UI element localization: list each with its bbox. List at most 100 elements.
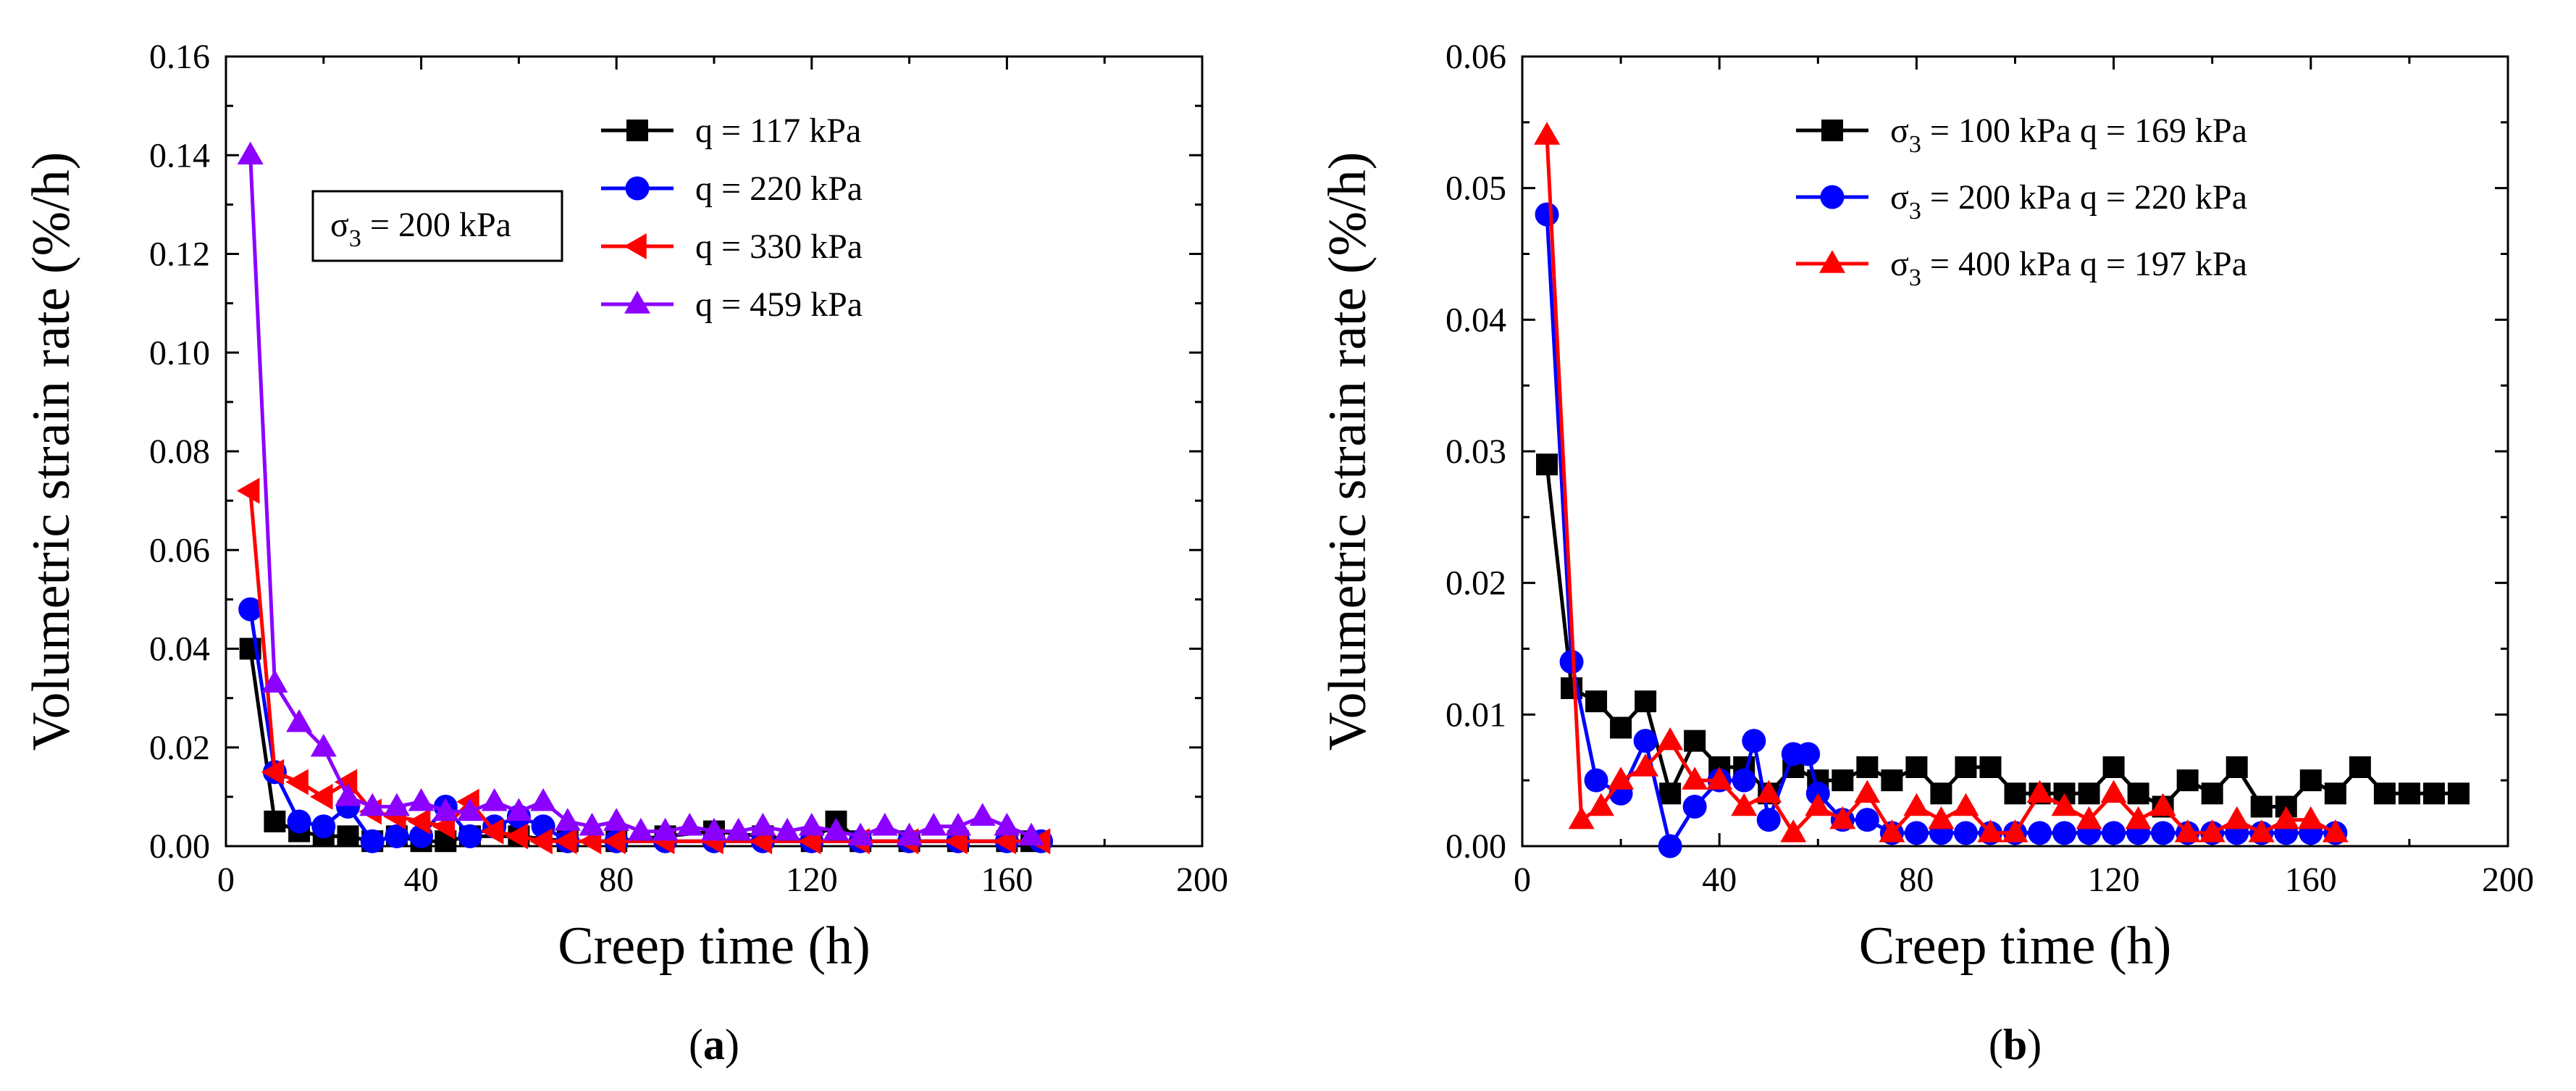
data-point	[2373, 782, 2396, 805]
legend-label-text: = 200 kPa q = 220 kPa	[1921, 178, 2247, 217]
data-point	[1955, 756, 1977, 778]
series-4	[237, 141, 1045, 846]
data-point	[311, 814, 336, 839]
legend-label: σ3 = 200 kPa q = 220 kPa	[1890, 178, 2247, 225]
data-point	[2052, 821, 2077, 845]
data-point	[2102, 756, 2125, 778]
data-point	[1534, 122, 1561, 145]
data-point	[1755, 779, 1782, 803]
x-tick-label: 80	[1899, 861, 1934, 899]
data-point	[2174, 819, 2201, 843]
data-point	[261, 669, 288, 693]
annotation-subscript: 3	[349, 225, 361, 252]
data-point	[310, 734, 337, 757]
data-point	[408, 787, 435, 811]
data-point	[701, 817, 727, 841]
data-point	[1854, 779, 1881, 803]
data-point	[2324, 782, 2346, 805]
data-point	[603, 808, 630, 831]
data-point	[1610, 716, 1632, 739]
data-point	[1536, 453, 1558, 476]
data-point	[2322, 819, 2349, 843]
data-point	[1732, 768, 1756, 793]
data-point	[264, 810, 286, 832]
data-point	[750, 813, 776, 836]
data-point	[798, 813, 825, 836]
panel-label-close: )	[725, 1021, 739, 1069]
data-point	[1659, 782, 1682, 805]
data-point	[261, 758, 285, 785]
y-tick-label: 0.04	[1446, 301, 1506, 339]
data-point	[529, 828, 553, 855]
y-axis-title: Volumetric strain rate (%/h)	[1318, 152, 1377, 751]
data-point	[969, 803, 996, 826]
data-point	[2447, 782, 2470, 805]
data-point	[554, 828, 577, 855]
series-line	[1545, 464, 2459, 808]
x-tick-label: 0	[1514, 861, 1531, 899]
y-tick-label: 0.02	[149, 729, 210, 767]
annotation-text: σ3 = 200 kPa	[330, 206, 511, 252]
data-point	[2002, 819, 2029, 843]
data-point	[432, 798, 459, 822]
data-point	[1535, 202, 1559, 227]
data-point	[287, 809, 311, 834]
data-point	[1684, 730, 1706, 752]
data-point	[360, 829, 385, 853]
data-point	[2028, 821, 2052, 845]
legend-marker	[626, 120, 648, 141]
x-tick-label: 120	[2088, 861, 2140, 899]
legend-label-symbol: σ	[1890, 178, 1909, 217]
data-point	[2248, 819, 2275, 843]
data-point	[725, 817, 752, 841]
data-point	[554, 808, 581, 831]
data-point	[286, 708, 313, 732]
annotation-box	[311, 190, 563, 262]
x-tick-label: 200	[1176, 861, 1228, 899]
data-point	[2199, 819, 2225, 843]
legend-marker	[1821, 120, 1843, 141]
data-point	[1633, 729, 1658, 753]
legend-marker	[1819, 250, 1845, 273]
series-2	[1535, 202, 2348, 858]
data-point	[1632, 753, 1659, 777]
data-point	[335, 783, 361, 806]
data-point	[823, 817, 849, 841]
data-point	[2297, 806, 2324, 829]
data-point	[2201, 782, 2223, 805]
chart-panel-b: 0 40 80 120 160 200 0.00 0.01 0.02 0.03 0.04 0.05 0.…	[1318, 38, 2534, 1069]
data-point	[1856, 756, 1879, 778]
y-tick-label: 0.12	[149, 235, 210, 274]
data-point	[2078, 782, 2100, 805]
chart-panel-a: 0 40 80 120 160 200 0.00 0.02 0.04 0.06 0.08 0.10 0.…	[22, 38, 1228, 1069]
panel-label-letter: a	[703, 1021, 725, 1069]
series-line	[1545, 214, 2336, 848]
data-point	[1796, 742, 1821, 766]
data-point	[2051, 793, 2078, 816]
legend-marker	[625, 176, 650, 201]
data-point	[1742, 729, 1766, 753]
data-point	[505, 798, 532, 822]
data-point	[1879, 819, 1905, 843]
data-point	[2100, 779, 2127, 803]
legend-label: q = 459 kPa	[695, 285, 863, 324]
data-point	[1682, 766, 1708, 790]
data-point	[383, 793, 410, 816]
data-point	[1903, 793, 1930, 816]
legend-label-subscript: 3	[1909, 198, 1921, 225]
data-point	[2273, 806, 2299, 829]
data-point	[2151, 821, 2176, 845]
data-point	[1881, 769, 1903, 792]
series-3	[1534, 122, 2349, 843]
x-tick-label: 160	[981, 861, 1033, 899]
y-tick-label: 0.08	[149, 432, 210, 471]
legend-label: σ3 = 400 kPa q = 197 kPa	[1890, 245, 2247, 291]
legend-label: q = 220 kPa	[695, 170, 863, 208]
panel-label: (b)	[1989, 1021, 2042, 1069]
data-point	[1904, 821, 1929, 845]
data-point	[2225, 756, 2248, 778]
x-axis-title: Creep time (h)	[1859, 916, 2172, 976]
data-point	[774, 817, 801, 841]
data-point	[1780, 819, 1807, 843]
